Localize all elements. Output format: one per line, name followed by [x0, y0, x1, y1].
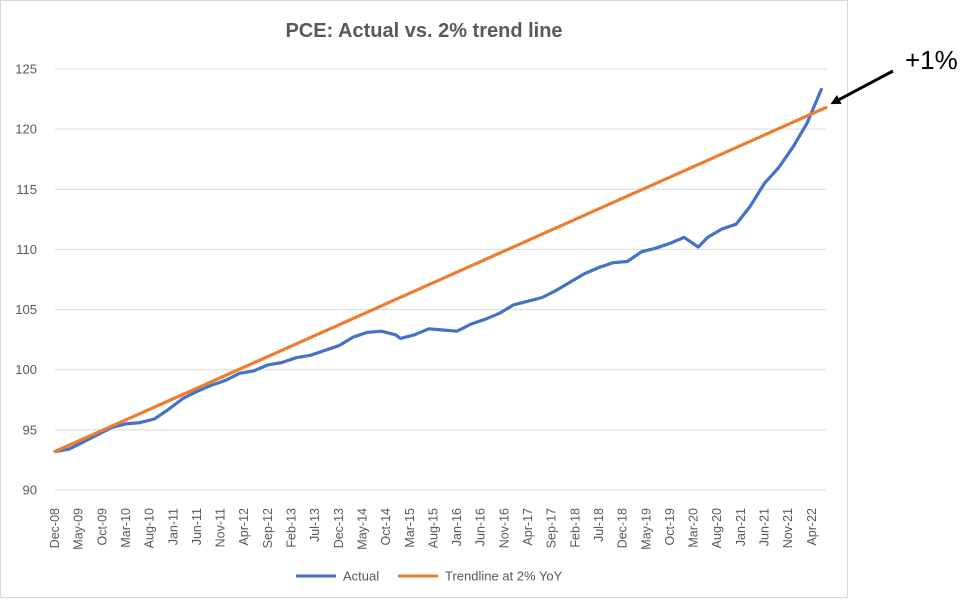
legend-actual-label: Actual [343, 569, 379, 584]
x-tick-label: Aug-10 [143, 508, 157, 548]
x-tick-label: Aug-15 [426, 508, 440, 548]
x-tick-label: Nov-21 [781, 508, 795, 548]
x-tick-label: Jun-11 [190, 508, 204, 545]
y-tick-label: 100 [15, 362, 37, 377]
x-tick-label: Jan-16 [450, 508, 464, 546]
x-tick-label: Jun-21 [758, 508, 772, 546]
y-tick-label: 90 [23, 483, 37, 498]
x-tick-label: Sep-17 [545, 508, 559, 548]
x-tick-label: May-09 [72, 508, 86, 550]
y-axis-ticks: 90 95 100 105 110 115 120 125 [15, 62, 37, 498]
x-tick-label: Mar-10 [119, 508, 133, 548]
x-tick-label: May-19 [639, 508, 653, 550]
chart-title: PCE: Actual vs. 2% trend line [285, 20, 563, 42]
x-tick-label: Nov-16 [497, 508, 511, 548]
x-tick-label: Aug-20 [710, 508, 724, 548]
x-tick-label: Oct-14 [379, 508, 393, 546]
x-tick-label: Dec-13 [332, 508, 346, 548]
x-tick-label: Jun-16 [474, 508, 488, 546]
y-tick-label: 95 [23, 422, 37, 437]
x-tick-label: Apr-12 [237, 508, 251, 546]
y-tick-label: 120 [15, 122, 37, 137]
x-tick-label: Mar-20 [687, 508, 701, 548]
x-tick-label: Apr-17 [521, 508, 535, 546]
y-tick-label: 105 [15, 302, 37, 317]
x-tick-label: Jan-11 [166, 508, 180, 545]
x-tick-label: Jul-18 [592, 508, 606, 542]
x-tick-label: Dec-08 [48, 508, 62, 548]
y-tick-label: 115 [16, 182, 37, 197]
x-tick-label: Nov-11 [214, 508, 228, 547]
chart-frame [0, 0, 848, 598]
series-lines [53, 87, 828, 454]
series-trendline [53, 105, 828, 454]
annotation: +1% [830, 45, 958, 105]
x-axis-ticks: Dec-08 May-09 Oct-09 Mar-10 Aug-10 Jan-11 Jun-… [48, 508, 819, 550]
x-tick-label: Feb-18 [568, 508, 582, 548]
x-tick-label: Mar-15 [403, 508, 417, 548]
annotation-label: +1% [905, 45, 958, 75]
x-tick-label: Feb-13 [285, 508, 299, 548]
grid-lines [55, 68, 826, 491]
y-tick-label: 125 [15, 62, 37, 77]
x-tick-label: Jul-13 [308, 508, 322, 542]
y-tick-label: 110 [16, 242, 37, 257]
x-tick-label: Oct-19 [663, 508, 677, 546]
x-tick-label: May-14 [355, 508, 369, 550]
series-actual-line [53, 87, 823, 454]
x-tick-label: Oct-09 [95, 508, 109, 546]
x-tick-label: Apr-22 [805, 508, 819, 546]
annotation-arrow [830, 69, 894, 105]
x-tick-label: Dec-18 [616, 508, 630, 548]
x-tick-label: Jan-21 [734, 508, 748, 546]
legend-trendline-label: Trendline at 2% YoY [445, 569, 563, 584]
x-tick-label: Sep-12 [261, 508, 275, 548]
legend: Actual Trendline at 2% YoY [296, 569, 563, 584]
